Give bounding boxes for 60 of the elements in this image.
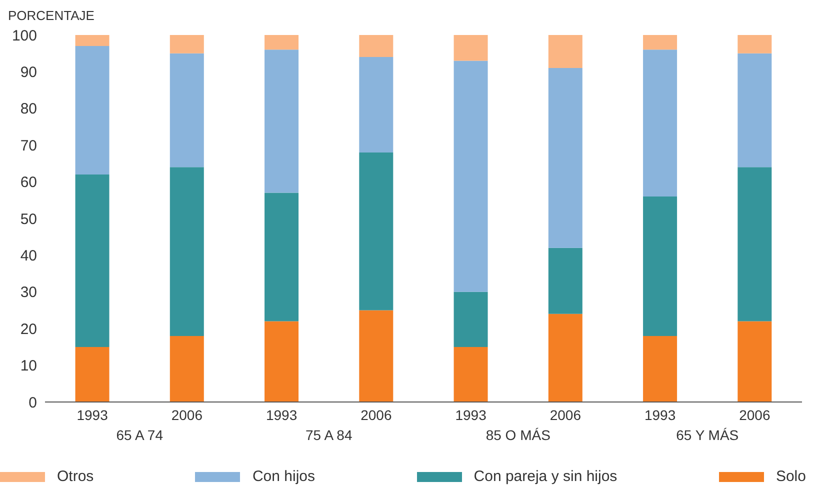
bar xyxy=(643,50,678,196)
bar xyxy=(738,321,772,402)
legend-label: Con pareja y sin hijos xyxy=(472,468,618,485)
y-tick-label: 100 xyxy=(12,27,37,44)
legend-label: Solo xyxy=(774,468,806,485)
y-tick-label: 0 xyxy=(28,394,37,412)
bar xyxy=(454,292,488,347)
bar xyxy=(643,196,678,336)
text: 85 O MÁS xyxy=(484,427,552,443)
x-tick-label: 2006 xyxy=(550,406,582,423)
bar xyxy=(75,46,110,174)
bar xyxy=(738,35,772,54)
x-tick-label: 2006 xyxy=(360,406,392,423)
x-tick-label: 2006 xyxy=(171,406,203,423)
bar xyxy=(359,57,394,152)
bar xyxy=(75,346,110,402)
x-tick-label: 1993 xyxy=(76,406,108,423)
x-tick-label: 1993 xyxy=(266,406,298,423)
text: 65 A 74 xyxy=(115,427,164,443)
bar xyxy=(548,35,582,68)
bar xyxy=(548,68,582,248)
bar xyxy=(264,321,299,402)
bar xyxy=(643,35,678,50)
text: 75 A 84 xyxy=(304,427,354,443)
bar xyxy=(359,35,394,58)
y-axis-title: PORCENTAJE xyxy=(8,8,94,23)
legend-label: Con hijos xyxy=(251,468,315,485)
bar xyxy=(264,50,299,193)
x-tick-label: 2006 xyxy=(739,406,770,423)
bar xyxy=(454,346,488,402)
bar xyxy=(170,336,204,402)
bar xyxy=(548,314,582,402)
y-tick-label: 10 xyxy=(20,358,37,375)
y-tick-label: 30 xyxy=(20,284,37,302)
bar xyxy=(738,53,772,168)
bar xyxy=(643,336,678,402)
y-tick-label: 90 xyxy=(20,64,37,82)
legend-label: Otros xyxy=(56,468,94,485)
bar xyxy=(75,35,110,46)
bar xyxy=(75,174,110,347)
bar xyxy=(170,167,204,336)
bar xyxy=(264,192,299,322)
y-tick-label: 80 xyxy=(20,100,37,118)
bar xyxy=(454,60,488,292)
y-tick-label: 20 xyxy=(20,320,37,338)
x-tick-label: 1993 xyxy=(644,406,676,423)
bar xyxy=(264,35,299,50)
y-tick-label: 40 xyxy=(20,248,37,265)
y-tick-label: 60 xyxy=(20,174,37,192)
x-tick-label: 1993 xyxy=(455,406,487,423)
y-tick-label: 70 xyxy=(20,137,37,154)
text: 65 Y MÁS xyxy=(675,427,740,443)
bar xyxy=(738,167,772,322)
bar xyxy=(454,35,488,61)
y-tick-label: 50 xyxy=(20,210,37,228)
bar xyxy=(359,310,394,402)
bar xyxy=(548,248,582,314)
bar xyxy=(359,152,394,310)
bar xyxy=(170,35,204,54)
bar xyxy=(170,53,204,168)
